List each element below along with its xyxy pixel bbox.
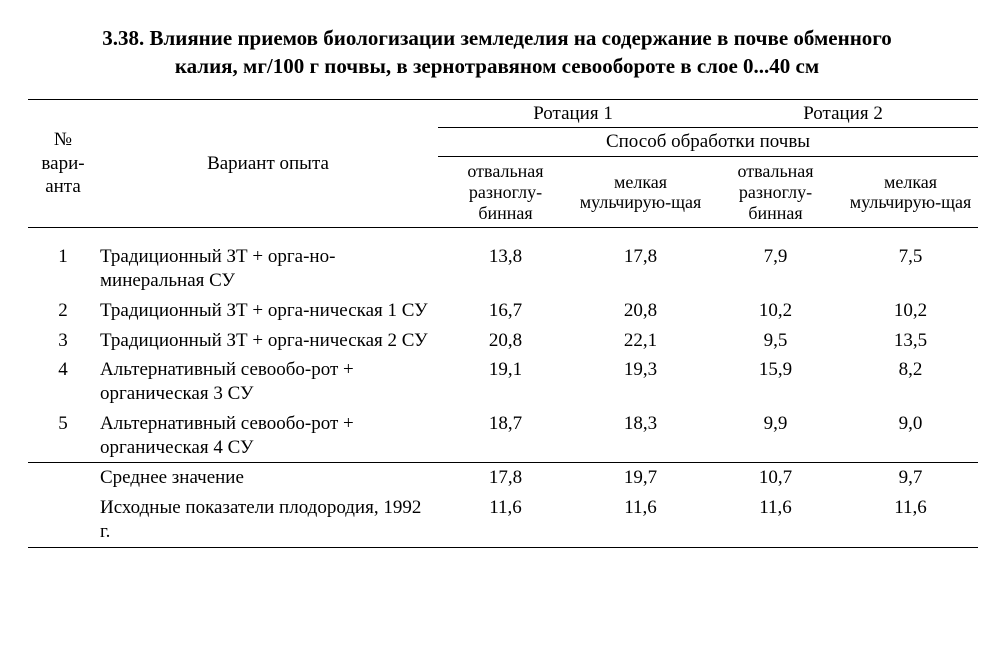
table-row: Среднее значение 17,8 19,7 10,7 9,7	[28, 463, 978, 493]
header-num: № вари-анта	[28, 99, 98, 228]
row-num: 3	[28, 326, 98, 356]
header-method: Способ обработки почвы	[438, 128, 978, 157]
row-num: 2	[28, 296, 98, 326]
header-col-2: мелкая мульчирую-щая	[573, 157, 708, 228]
row-num: 4	[28, 355, 98, 409]
cell: 18,7	[438, 409, 573, 463]
cell: 11,6	[843, 493, 978, 547]
row-name: Традиционный ЗТ + орга-но-минеральная СУ	[98, 242, 438, 296]
cell: 7,5	[843, 242, 978, 296]
cell: 20,8	[438, 326, 573, 356]
header-col-1: отвальная разноглу-бинная	[438, 157, 573, 228]
row-name: Среднее значение	[98, 463, 438, 493]
cell: 18,3	[573, 409, 708, 463]
row-num: 5	[28, 409, 98, 463]
cell: 19,7	[573, 463, 708, 493]
cell: 13,5	[843, 326, 978, 356]
header-col-4: мелкая мульчирую-щая	[843, 157, 978, 228]
table-caption: 3.38. Влияние приемов биологизации земле…	[28, 24, 966, 81]
cell: 9,0	[843, 409, 978, 463]
cell: 19,1	[438, 355, 573, 409]
cell: 7,9	[708, 242, 843, 296]
table-row: 3 Традиционный ЗТ + орга-ническая 2 СУ 2…	[28, 326, 978, 356]
table-row: 4 Альтернативный севообо-рот + органичес…	[28, 355, 978, 409]
cell: 19,3	[573, 355, 708, 409]
header-variant: Вариант опыта	[98, 99, 438, 228]
cell: 9,5	[708, 326, 843, 356]
cell: 10,7	[708, 463, 843, 493]
row-num: 1	[28, 242, 98, 296]
table-row: Исходные показатели плодородия, 1992 г. …	[28, 493, 978, 547]
row-name: Альтернативный севообо-рот + органическа…	[98, 355, 438, 409]
cell: 10,2	[843, 296, 978, 326]
row-name: Традиционный ЗТ + орга-ническая 2 СУ	[98, 326, 438, 356]
cell: 11,6	[708, 493, 843, 547]
cell: 11,6	[573, 493, 708, 547]
table-row: 2 Традиционный ЗТ + орга-ническая 1 СУ 1…	[28, 296, 978, 326]
header-rotation-2: Ротация 2	[708, 99, 978, 128]
header-rotation-1: Ротация 1	[438, 99, 708, 128]
cell: 15,9	[708, 355, 843, 409]
cell: 22,1	[573, 326, 708, 356]
title-line-1: 3.38. Влияние приемов биологизации земле…	[102, 26, 892, 50]
cell: 17,8	[573, 242, 708, 296]
row-name: Альтернативный севообо-рот + органическа…	[98, 409, 438, 463]
cell: 11,6	[438, 493, 573, 547]
cell: 9,7	[843, 463, 978, 493]
cell: 20,8	[573, 296, 708, 326]
cell: 16,7	[438, 296, 573, 326]
table-row: 1 Традиционный ЗТ + орга-но-минеральная …	[28, 242, 978, 296]
cell: 10,2	[708, 296, 843, 326]
header-col-3: отвальная разноглу-бинная	[708, 157, 843, 228]
cell: 9,9	[708, 409, 843, 463]
data-table: № вари-анта Вариант опыта Ротация 1 Рота…	[28, 99, 978, 548]
row-name: Традиционный ЗТ + орга-ническая 1 СУ	[98, 296, 438, 326]
table-row: 5 Альтернативный севообо-рот + органичес…	[28, 409, 978, 463]
cell: 8,2	[843, 355, 978, 409]
title-line-2: калия, мг/100 г почвы, в зернотравяном с…	[175, 54, 819, 78]
cell: 13,8	[438, 242, 573, 296]
cell: 17,8	[438, 463, 573, 493]
row-name: Исходные показатели плодородия, 1992 г.	[98, 493, 438, 547]
